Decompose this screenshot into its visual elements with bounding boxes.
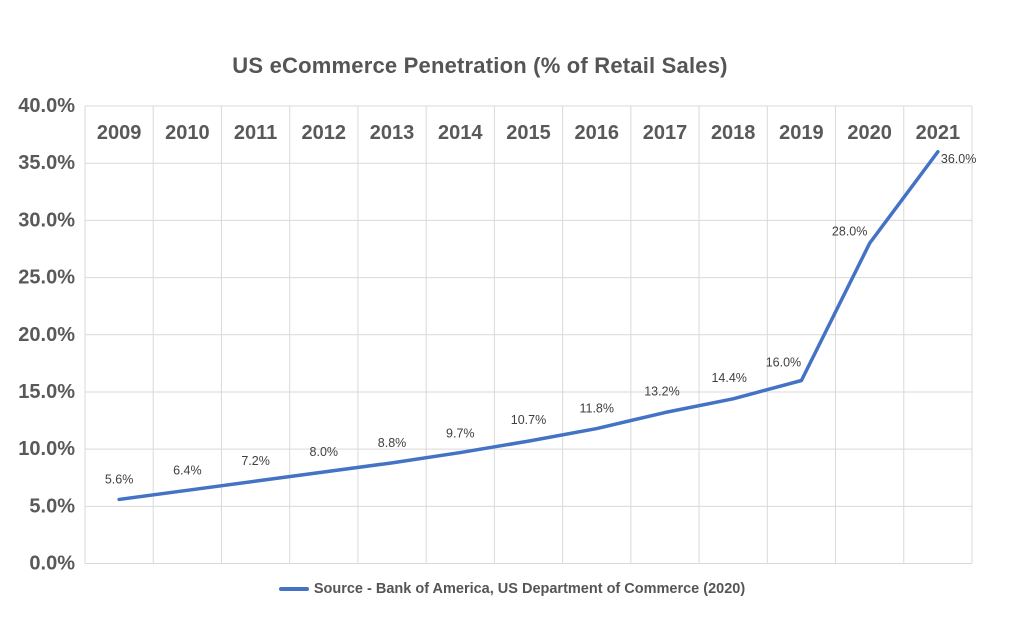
data-point-label: 7.2% xyxy=(241,454,270,468)
data-point-label: 8.0% xyxy=(310,445,339,459)
x-axis-year-label: 2015 xyxy=(506,122,551,144)
data-point-label: 5.6% xyxy=(105,472,134,486)
data-point-label: 13.2% xyxy=(644,385,679,399)
legend-line-swatch xyxy=(278,587,309,591)
x-axis-year-label: 2019 xyxy=(779,122,824,144)
y-axis-tick-label: 35.0% xyxy=(18,152,75,174)
y-axis-tick-label: 5.0% xyxy=(29,495,75,517)
data-point-label: 28.0% xyxy=(832,224,867,238)
x-axis-year-label: 2013 xyxy=(370,122,415,144)
data-point-label: 16.0% xyxy=(766,356,801,370)
data-point-label: 9.7% xyxy=(446,427,475,441)
x-axis-year-label: 2018 xyxy=(711,122,756,144)
data-point-label: 36.0% xyxy=(941,152,976,166)
y-axis-tick-label: 15.0% xyxy=(18,381,75,403)
chart-title: US eCommerce Penetration (% of Retail Sa… xyxy=(232,53,728,78)
x-axis-year-label: 2020 xyxy=(847,122,892,144)
x-axis-year-label: 2014 xyxy=(438,122,483,144)
x-axis-year-label: 2010 xyxy=(165,122,210,144)
data-point-label: 14.4% xyxy=(711,371,746,385)
y-axis-tick-label: 40.0% xyxy=(18,95,75,117)
x-axis-year-label: 2017 xyxy=(643,122,688,144)
legend: Source - Bank of America, US Department … xyxy=(0,578,1024,600)
data-line xyxy=(117,150,940,502)
data-point-label: 10.7% xyxy=(511,413,546,427)
data-point-label: 11.8% xyxy=(579,402,614,416)
y-axis-tick-label: 30.0% xyxy=(18,209,75,231)
y-axis-tick-label: 10.0% xyxy=(18,438,75,460)
data-point-label: 8.8% xyxy=(378,436,407,450)
x-axis-year-label: 2009 xyxy=(97,122,142,144)
x-axis-year-label: 2021 xyxy=(916,122,961,144)
y-axis-tick-label: 25.0% xyxy=(18,267,75,289)
data-point-label: 6.4% xyxy=(173,463,202,477)
x-axis-year-label: 2012 xyxy=(302,122,347,144)
y-axis-tick-label: 0.0% xyxy=(29,553,75,575)
legend-label: Source - Bank of America, US Department … xyxy=(313,581,746,597)
x-axis-year-label: 2011 xyxy=(234,122,277,144)
x-axis-year-label: 2016 xyxy=(574,122,619,144)
y-axis-tick-label: 20.0% xyxy=(18,324,75,346)
